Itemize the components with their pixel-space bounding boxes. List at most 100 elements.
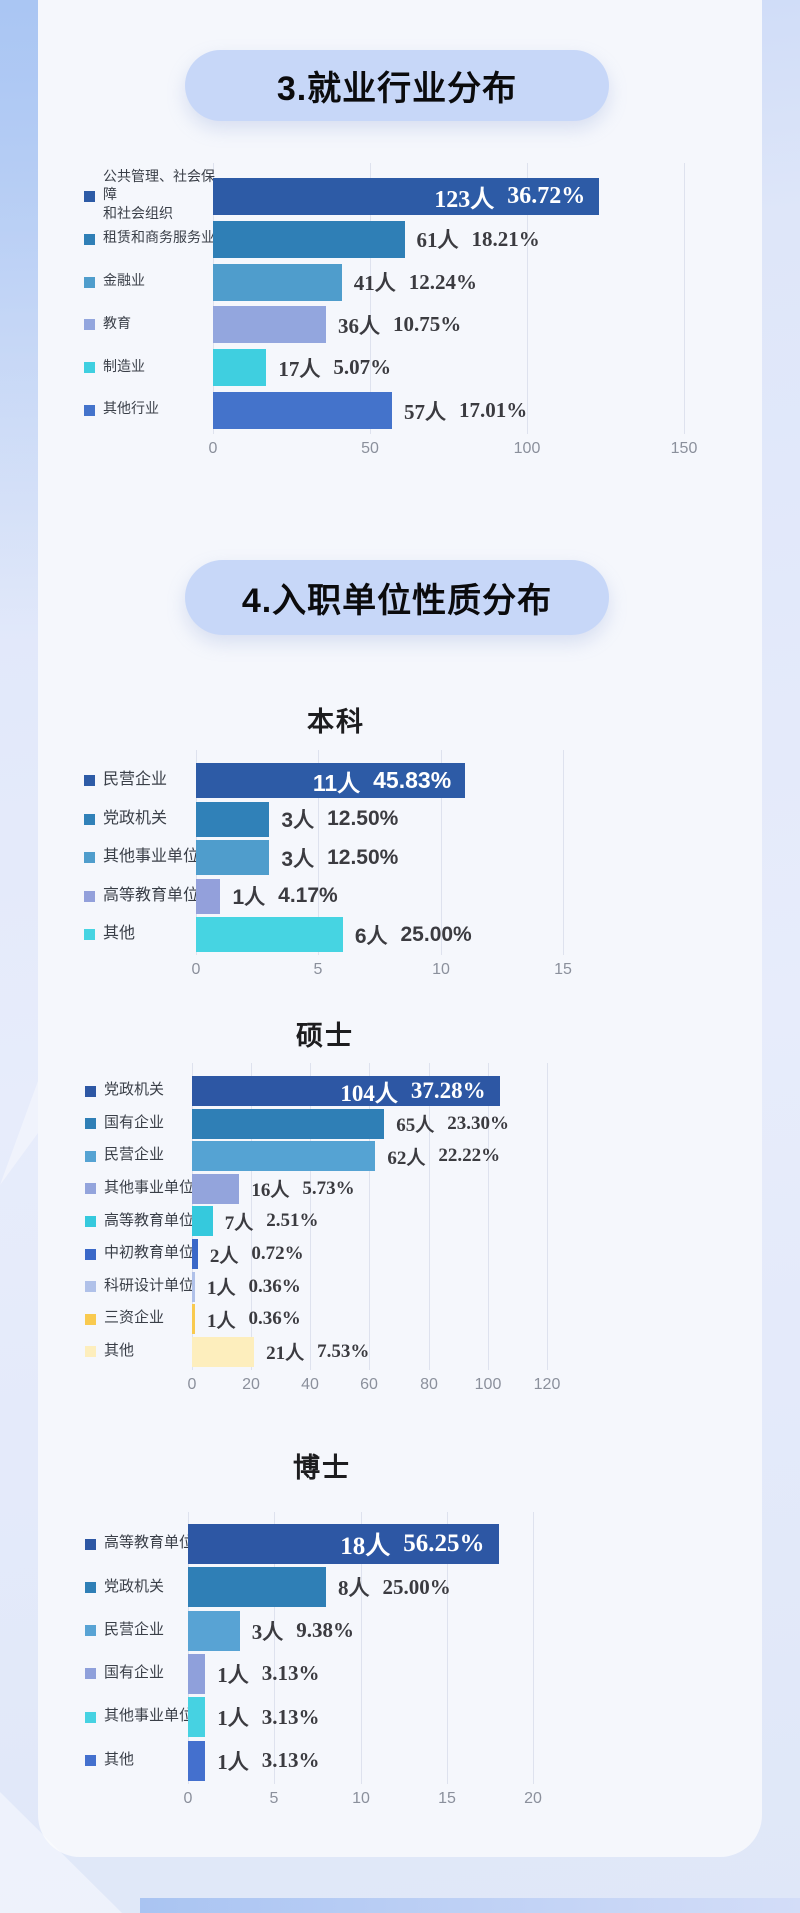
bottom-bar-decoration xyxy=(140,1898,800,1913)
doctor-axis-tick-label: 0 xyxy=(183,1790,193,1807)
doctor-gridline xyxy=(274,1512,275,1784)
legend-marker-square xyxy=(84,852,95,863)
master-gridline xyxy=(251,1063,252,1370)
industry-value-label: 36人 10.75% xyxy=(338,306,461,343)
legend-label: 其他 xyxy=(104,1343,135,1360)
value-count: 57人 xyxy=(403,399,446,424)
industry-gridline xyxy=(684,163,685,434)
doctor-gridline xyxy=(533,1512,534,1784)
master-gridline xyxy=(429,1063,430,1370)
industry-legend-item: 制造业 xyxy=(84,347,228,388)
bachelor-gridline xyxy=(563,750,564,955)
value-count: 6人 xyxy=(354,924,388,948)
doctor-value-label: 1人 3.13% xyxy=(217,1654,319,1694)
legend-label: 制造业 xyxy=(103,359,145,375)
legend-marker-square xyxy=(85,1248,96,1260)
left-chevron-decoration xyxy=(0,1081,38,1185)
legend-label: 金融业 xyxy=(103,274,145,289)
doctor-legend-item: 党政机关 xyxy=(85,1565,215,1609)
value-count: 41人 xyxy=(353,271,396,296)
legend-marker-square xyxy=(85,1118,96,1130)
industry-legend-item: 其他行业 xyxy=(84,390,228,431)
industry-value-label: 41人 12.24% xyxy=(354,264,477,301)
industry-bar xyxy=(213,306,327,344)
value-count: 11人 xyxy=(312,769,361,796)
legend-marker-square xyxy=(84,362,95,374)
legend-marker-square xyxy=(85,1085,96,1097)
master-value-label: 16人 5.73% xyxy=(251,1174,354,1204)
bachelor-value-label: 1人 4.17% xyxy=(232,879,337,914)
value-percent: 0.36% xyxy=(248,1275,301,1297)
legend-label: 民营企业 xyxy=(103,771,168,789)
doctor-axis-tick-label: 20 xyxy=(524,1790,542,1807)
master-bar xyxy=(192,1336,255,1367)
industry-value-label: 123人 36.72% xyxy=(213,178,599,215)
legend-marker-square xyxy=(85,1711,96,1723)
legend-marker-square xyxy=(84,276,95,288)
legend-label: 高等教育单位 xyxy=(103,886,200,904)
bachelor-axis-tick-label: 0 xyxy=(191,961,201,978)
value-percent: 36.72% xyxy=(507,183,586,209)
value-count: 1人 xyxy=(217,1749,249,1774)
value-percent: 5.73% xyxy=(302,1177,355,1199)
legend-marker-square xyxy=(85,1215,96,1227)
value-percent: 12.50% xyxy=(327,845,399,869)
doctor-bar xyxy=(188,1740,206,1781)
legend-label: 其他 xyxy=(103,925,136,943)
value-percent: 0.36% xyxy=(248,1308,301,1330)
value-count: 8人 xyxy=(338,1576,370,1601)
master-legend-item: 其他事业单位 xyxy=(85,1172,217,1206)
master-value-label: 1人 0.36% xyxy=(207,1304,301,1334)
value-percent: 45.83% xyxy=(373,767,452,793)
value-count: 18人 xyxy=(340,1533,391,1560)
value-count: 1人 xyxy=(206,1278,236,1300)
master-value-label: 21人 7.53% xyxy=(266,1337,369,1367)
bachelor-legend-item: 民营企业 xyxy=(84,761,218,800)
legend-label: 党政机关 xyxy=(103,809,168,827)
value-percent: 12.50% xyxy=(327,807,399,830)
industry-bar xyxy=(213,263,342,301)
industry-axis-tick-label: 150 xyxy=(670,440,698,457)
bachelor-gridline xyxy=(318,750,319,955)
value-percent: 10.75% xyxy=(393,312,462,337)
bachelor-value-label: 3人 12.50% xyxy=(281,802,398,837)
legend-marker-square xyxy=(85,1313,96,1325)
legend-marker-square xyxy=(84,319,95,331)
master-axis-tick-label: 120 xyxy=(533,1376,561,1393)
master-axis-tick-label: 60 xyxy=(360,1376,378,1393)
value-count: 1人 xyxy=(232,886,266,909)
doctor-gridline xyxy=(447,1512,448,1784)
value-count: 36人 xyxy=(338,313,381,338)
doctor-legend-item: 其他事业单位 xyxy=(85,1695,215,1739)
industry-gridline xyxy=(370,163,371,434)
legend-marker-square xyxy=(85,1281,96,1293)
value-percent: 56.25% xyxy=(403,1530,485,1557)
legend-marker-square xyxy=(84,775,95,786)
industry-bar xyxy=(213,178,600,215)
industry-legend-item: 教育 xyxy=(84,304,228,345)
industry-axis-tick-label: 50 xyxy=(361,440,379,457)
value-count: 7人 xyxy=(224,1212,254,1234)
legend-label: 科研设计单位 xyxy=(104,1277,195,1294)
master-axis-tick-label: 0 xyxy=(187,1376,197,1393)
legend-marker-square xyxy=(84,890,95,902)
legend-label: 国有企业 xyxy=(104,1114,165,1131)
value-count: 123人 xyxy=(434,187,495,213)
master-gridline xyxy=(310,1063,311,1370)
industry-axis-tick-label: 100 xyxy=(513,440,541,457)
master-bar xyxy=(192,1271,195,1302)
master-legend-item: 三资企业 xyxy=(85,1302,217,1336)
bachelor-legend-item: 其他 xyxy=(84,915,218,954)
bachelor-axis-tick-label: 5 xyxy=(313,961,323,978)
legend-label: 党政机关 xyxy=(104,1082,165,1099)
master-bar xyxy=(192,1173,240,1204)
industry-value-label: 17人 5.07% xyxy=(278,349,391,386)
legend-label: 公共管理、社会保障 和社会组织 xyxy=(103,170,215,222)
industry-legend-item: 金融业 xyxy=(84,262,228,303)
master-axis-tick-label: 20 xyxy=(242,1376,260,1393)
doctor-legend-item: 其他 xyxy=(85,1739,215,1783)
legend-marker-square xyxy=(85,1150,96,1162)
master-gridline xyxy=(547,1063,548,1370)
bachelor-axis-tick-label: 10 xyxy=(432,961,450,978)
master-value-label: 104人 37.28% xyxy=(192,1076,500,1106)
